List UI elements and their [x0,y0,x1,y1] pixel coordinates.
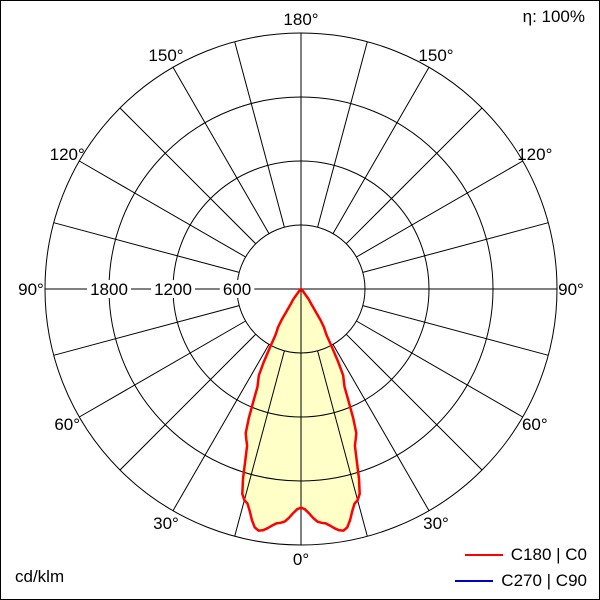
ring-label: 1200 [154,280,192,299]
angle-label: 120° [517,145,552,164]
grid-spoke [332,344,430,511]
grid-spoke [317,41,368,228]
efficiency-label: η: 100% [522,7,585,26]
legend-item-c0: C180 | C0 [455,545,587,565]
ring-label-mask [151,280,195,298]
legend-line-red [464,554,503,556]
legend-item-c90: C270 | C90 [455,571,587,591]
grid-spoke [356,160,523,258]
grid-spoke [345,107,483,245]
grid-spoke [119,107,257,245]
grid-spoke [79,320,246,418]
grid-spoke [234,350,285,537]
legend-label-c0: C180 | C0 [510,545,587,564]
ring-label-mask [219,280,255,298]
legend: C180 | C0 C270 | C90 [455,545,587,591]
unit-label: cd/klm [15,567,65,586]
legend-line-blue [455,580,494,582]
angle-label: 0° [293,550,309,569]
angle-label: 120° [50,145,85,164]
angle-label: 150° [418,46,453,65]
grid-spoke [356,320,523,418]
angle-label: 30° [153,514,179,533]
ring-label: 1800 [90,280,128,299]
grid-spoke [172,67,270,234]
grid-spoke [317,350,368,537]
intensity-curve-c180-c0 [241,287,361,532]
angle-label: 180° [283,10,318,29]
angle-label: 30° [423,514,449,533]
grid-spoke [79,160,246,258]
grid-spoke [172,344,270,511]
grid-spoke [362,222,549,273]
angle-label: 60° [522,415,548,434]
angle-label: 60° [54,415,80,434]
grid-spoke [119,333,257,471]
angle-label: 150° [148,46,183,65]
grid-spoke [53,222,240,273]
grid-spoke [234,41,285,228]
angle-label: 90° [558,280,584,299]
angle-label: 90° [18,280,44,299]
ring-label: 600 [223,280,251,299]
legend-label-c90: C270 | C90 [501,571,587,590]
grid-spoke [345,333,483,471]
grid-spoke [53,305,240,356]
grid-spoke [362,305,549,356]
ring-label-mask [87,280,131,298]
grid-spoke [332,67,430,234]
